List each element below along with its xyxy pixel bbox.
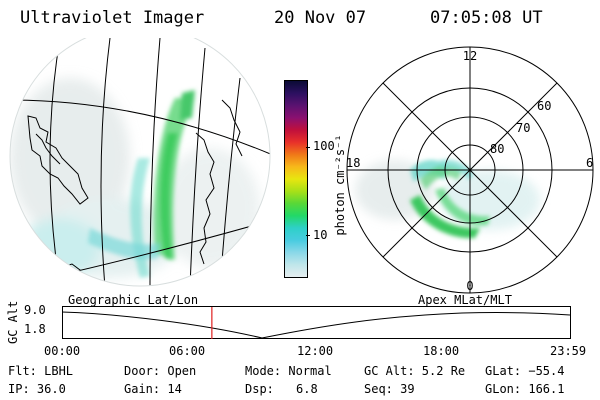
polar-plot: 12 18 6 0 60 70 80 bbox=[346, 46, 594, 294]
glat-label: GLat: −55.4 bbox=[485, 364, 565, 378]
time-label: 07:05:08 UT bbox=[430, 8, 543, 28]
tick-1800: 18:00 bbox=[423, 344, 460, 358]
polar-label-18: 18 bbox=[346, 156, 360, 170]
timeline-ymax: 9.0 bbox=[24, 303, 46, 317]
geographic-map bbox=[9, 38, 271, 287]
gc-alt-label: GC Alt: 5.2 Re bbox=[364, 364, 466, 378]
polar-label-6: 6 bbox=[586, 156, 593, 170]
geographic-latlon-label: Geographic Lat/Lon bbox=[68, 293, 199, 307]
colorbar-tick-10 bbox=[306, 235, 310, 236]
ring-label-70: 70 bbox=[516, 121, 530, 135]
polar-aurora bbox=[410, 159, 490, 239]
mode-label: Mode: Normal bbox=[245, 364, 332, 378]
glon-label: GLon: 166.1 bbox=[485, 382, 565, 396]
colorbar-label-10: 10 bbox=[313, 228, 328, 242]
gain-label: Gain: 14 bbox=[124, 382, 182, 396]
altitude-timeline bbox=[62, 306, 571, 339]
tick-0000: 00:00 bbox=[44, 344, 81, 358]
app-title: Ultraviolet Imager bbox=[20, 8, 205, 28]
ring-label-80: 80 bbox=[490, 142, 504, 156]
polar-label-0: 0 bbox=[466, 279, 473, 293]
seq-label: Seq: 39 bbox=[364, 382, 415, 396]
date-label: 20 Nov 07 bbox=[274, 8, 367, 28]
door-label: Door: Open bbox=[124, 364, 197, 378]
earth-disk bbox=[10, 38, 270, 286]
polar-grid bbox=[346, 46, 594, 294]
aurora-emission bbox=[88, 90, 195, 278]
colorbar-tick-100 bbox=[306, 147, 310, 148]
color-bar bbox=[284, 80, 308, 278]
color-bar-gradient bbox=[285, 81, 307, 277]
tick-1200: 12:00 bbox=[297, 344, 334, 358]
dsp-value: 6.8 bbox=[296, 382, 318, 396]
apex-mlat-mlt-label: Apex MLat/MLT bbox=[418, 293, 512, 307]
timeline-ylabel: GC Alt bbox=[6, 300, 20, 344]
timeline-ymin: 1.8 bbox=[24, 322, 46, 336]
polar-label-12: 12 bbox=[463, 49, 477, 63]
altitude-curve bbox=[62, 311, 571, 339]
ip-label: IP: 36.0 bbox=[8, 382, 66, 396]
ring-label-60: 60 bbox=[537, 99, 551, 113]
tick-0600: 06:00 bbox=[169, 344, 206, 358]
flt-label: Flt: LBHL bbox=[8, 364, 74, 378]
colorbar-label-100: 100 bbox=[313, 139, 335, 153]
dsp-label: Dsp: bbox=[245, 382, 274, 396]
tick-2359: 23:59 bbox=[550, 344, 587, 358]
